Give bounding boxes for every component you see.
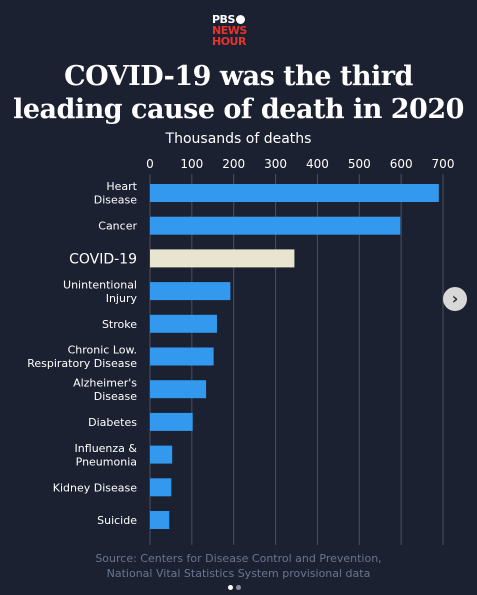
carousel-dots — [228, 575, 244, 594]
bar — [150, 314, 217, 333]
category-label: Influenza & Pneumonia — [75, 442, 138, 469]
source-line1: Source: Centers for Disease Control and … — [95, 552, 382, 565]
carousel-dot[interactable] — [236, 585, 241, 590]
carousel-dot[interactable] — [228, 585, 233, 590]
source-line2: National Vital Statistics System provisi… — [106, 567, 371, 580]
bar — [150, 478, 172, 497]
x-tick-label: 500 — [348, 157, 371, 171]
category-label: Stroke — [102, 318, 137, 331]
x-tick-label: 200 — [222, 157, 245, 171]
category-label: Alzheimer's Disease — [73, 376, 137, 403]
bar — [150, 412, 193, 431]
chevron-right-icon: › — [451, 289, 459, 308]
bar — [150, 216, 401, 235]
bar — [150, 380, 207, 399]
category-label: Heart Disease — [94, 180, 138, 207]
x-tick-label: 100 — [180, 157, 203, 171]
category-label: Suicide — [97, 514, 137, 527]
x-tick-label: 400 — [306, 157, 329, 171]
bar — [150, 445, 173, 464]
category-label: Unintentional Injury — [63, 278, 137, 305]
x-axis-title: Thousands of deaths — [165, 131, 312, 147]
x-tick-label: 700 — [432, 157, 455, 171]
x-tick-label: 600 — [390, 157, 413, 171]
chart-title-line2: leading cause of death in 2020 — [13, 94, 464, 125]
x-tick-label: 300 — [264, 157, 287, 171]
pbs-newshour-logo: PBS NEWS HOUR — [212, 13, 247, 48]
category-label: Kidney Disease — [53, 481, 137, 494]
bar — [150, 347, 214, 366]
category-label: Chronic Low. Respiratory Disease — [27, 344, 137, 371]
bar — [150, 249, 295, 268]
chart-title: COVID-19 was the third leading cause of … — [0, 60, 477, 126]
bar — [150, 511, 170, 529]
pbs-head-icon — [235, 15, 245, 24]
category-label: Diabetes — [88, 416, 137, 429]
x-tick-label: 0 — [146, 157, 154, 171]
bar — [150, 282, 231, 301]
source-note: Source: Centers for Disease Control and … — [0, 551, 477, 581]
chart-title-line1: COVID-19 was the third — [64, 61, 413, 92]
next-slide-button[interactable]: › — [443, 287, 467, 311]
category-label: COVID-19 — [69, 251, 137, 267]
bar — [150, 184, 439, 202]
category-label: Cancer — [98, 220, 137, 233]
